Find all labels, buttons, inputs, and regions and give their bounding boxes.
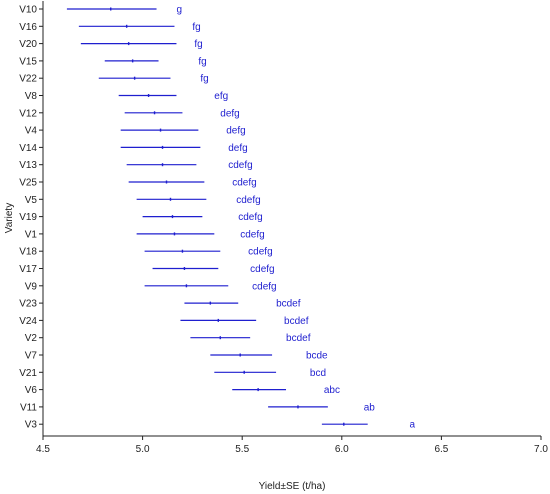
variety-row-v16: V16 fg [19,22,201,33]
significance-letters: fg [192,22,200,33]
variety-label: V25 [19,178,37,189]
variety-row-v10: V10 g [19,5,182,16]
variety-row-v25: V25 cdefg [19,178,257,189]
significance-letters: cdefg [250,264,274,275]
variety-label: V15 [19,56,37,67]
variety-label: V6 [25,385,38,396]
variety-row-v15: V15 fg [19,56,207,67]
plot-frame [42,1,541,437]
variety-label: V16 [19,22,37,33]
y-axis-title: Variety [4,203,15,233]
significance-letters: cdefg [252,281,276,292]
variety-label: V7 [25,351,38,362]
variety-label: V11 [20,402,37,413]
significance-letters: defg [226,126,245,137]
significance-letters: bcdef [286,333,311,344]
variety-row-v14: V14 defg [19,143,248,154]
variety-row-v5: V5 cdefg [25,195,261,206]
variety-row-v1: V1 cdefg [25,229,265,240]
variety-row-v8: V8 efg [25,91,228,102]
significance-letters: cdefg [238,212,262,223]
significance-letters: bcde [306,351,328,362]
significance-letters: fg [198,56,206,67]
x-axis-title: Yield±SE (t/ha) [259,481,326,492]
variety-label: V17 [19,264,37,275]
variety-rows: V10 g V16 fg V20 fg V15 fg V22 fg V8 efg V12 defg V4 de… [19,5,415,431]
significance-letters: bcdef [276,299,301,310]
significance-letters: defg [228,143,247,154]
significance-letters: defg [220,108,239,119]
variety-label: V23 [19,299,37,310]
variety-row-v6: V6 abc [25,385,340,396]
x-tick-label: 5.0 [136,444,150,455]
variety-row-v23: V23 bcdef [19,299,301,310]
significance-letters: bcd [310,368,326,379]
variety-row-v21: V21 bcd [19,368,326,379]
variety-label: V20 [19,39,37,50]
variety-label: V22 [19,74,37,85]
significance-letters: bcdef [284,316,309,327]
variety-label: V8 [25,91,38,102]
variety-label: V24 [19,316,37,327]
variety-row-v11: V11 ab [20,402,375,413]
variety-label: V13 [19,160,37,171]
variety-row-v24: V24 bcdef [19,316,309,327]
variety-label: V3 [25,420,38,431]
variety-label: V9 [25,281,38,292]
variety-row-v4: V4 defg [25,126,246,137]
x-tick-label: 4.5 [36,444,50,455]
significance-letters: fg [200,74,208,85]
variety-row-v9: V9 cdefg [25,281,277,292]
variety-row-v12: V12 defg [19,108,240,119]
variety-label: V1 [25,229,38,240]
significance-letters: cdefg [232,178,256,189]
significance-letters: g [176,5,182,16]
significance-letters: abc [324,385,340,396]
variety-label: V14 [19,143,37,154]
variety-label: V5 [25,195,38,206]
variety-row-v13: V13 cdefg [19,160,253,171]
x-tick-label: 6.5 [434,444,448,455]
significance-letters: ab [364,402,376,413]
x-tick-label: 7.0 [534,444,548,455]
significance-letters: efg [214,91,228,102]
variety-row-v7: V7 bcde [25,351,328,362]
variety-label: V4 [25,126,38,137]
variety-label: V18 [19,247,37,258]
variety-label: V10 [19,5,37,16]
variety-row-v20: V20 fg [19,39,203,50]
variety-row-v19: V19 cdefg [19,212,262,223]
variety-row-v18: V18 cdefg [19,247,272,258]
variety-row-v3: V3 a [25,420,416,431]
variety-label: V21 [19,368,37,379]
significance-letters: cdefg [228,160,252,171]
x-tick-label: 5.5 [235,444,249,455]
significance-letters: fg [194,39,202,50]
significance-letters: cdefg [248,247,272,258]
variety-label: V12 [19,108,37,119]
variety-row-v2: V2 bcdef [25,333,311,344]
x-tick-label: 6.0 [335,444,349,455]
significance-letters: cdefg [240,229,264,240]
significance-letters: a [410,420,416,431]
x-axis: 4.5 5.0 5.5 6.0 6.5 7.0 [36,436,548,455]
variety-row-v17: V17 cdefg [19,264,274,275]
variety-label: V19 [19,212,37,223]
variety-label: V2 [25,333,38,344]
variety-row-v22: V22 fg [19,74,209,85]
significance-letters: cdefg [236,195,260,206]
